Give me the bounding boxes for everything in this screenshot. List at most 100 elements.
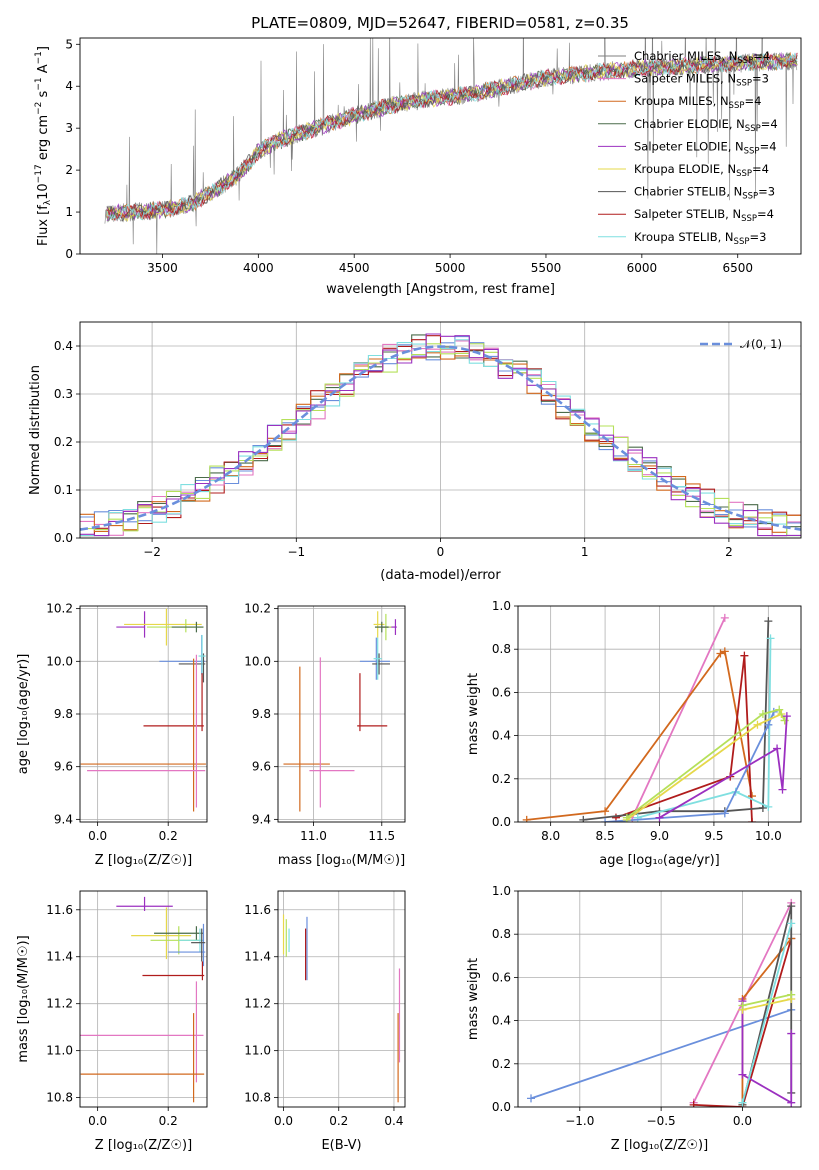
y-tick-label: 0.6 [492,685,511,699]
plot-area [283,611,397,812]
x-axis-label: mass [log₁₀(M/M☉)] [278,853,405,868]
y-tick-label: 0 [65,247,73,261]
legend-entry-value: =4 [760,139,777,153]
y-tick-label: 10.0 [244,654,271,668]
x-tick-label: 0.0 [88,829,107,843]
x-tick-label: −1.0 [565,1114,594,1128]
y-tick-label: 0.0 [54,531,73,545]
weight-marker [716,649,725,658]
weight-marker [766,634,775,643]
legend-entry: Chabrier STELIB, NSSP=3 [634,185,775,202]
x-tick-label: 9.5 [704,829,723,843]
y-tick-label: 10.0 [46,654,73,668]
x-tick-label: 0.2 [329,1114,348,1128]
residual-histogram [80,335,801,537]
y-axis-label: Normed distribution [28,365,43,495]
y-axis-label: mass weight [466,673,481,755]
plot-area [527,898,796,1107]
x-axis-label: Z [log₁₀(Z/Z☉)] [95,1138,192,1153]
weight-marker [787,990,796,999]
y-tick-label: 2 [65,163,73,177]
x-tick-label: 6000 [627,261,658,275]
weight-vs-metallicity-panel: −1.0 −0.5 0.0 0.0 0.2 0.4 0.6 0.8 1.0 Z [log₁₀(Z/… [466,884,802,1153]
weight-marker [782,712,791,721]
axes-frame [79,605,208,823]
legend-subscript: SSP [737,56,753,66]
y-tick-label: 0.4 [54,339,73,353]
plot-area [80,608,206,812]
mass-vs-metallicity-panel: 0.0 0.2 10.8 11.0 11.2 11.4 11.6 Z [log₁₀(Z/Z☉)… [16,890,208,1153]
x-tick-label: 0.2 [159,829,178,843]
y-tick-label: 5 [65,37,73,51]
legend-subscript: SSP [736,169,752,179]
weight-marker [775,705,784,714]
x-tick-label: 11.5 [368,829,395,843]
plot-area [80,333,801,537]
y-tick-label: 9.8 [54,707,73,721]
legend-entry: Chabrier ELODIE, NSSP=4 [634,117,778,134]
plot-area [80,896,206,1103]
legend-subscript: SSP [734,237,750,247]
y-tick-label: 3 [65,121,73,135]
y-tick-label: 0.2 [492,1057,511,1071]
legend-subscript: SSP [729,101,745,111]
x-tick-label: −1 [287,545,305,559]
legend-entry-value: =4 [757,207,774,221]
x-tick-label: 8.5 [596,829,615,843]
weight-line [741,923,793,1103]
y-tick-label: 0.2 [54,435,73,449]
legend-entry: 𝒩(0, 1) [740,337,782,351]
weight-marker [527,1094,536,1103]
mass-vs-extinction-panel: 0.0 0.2 0.4 10.8 11.0 11.2 11.4 11.6 E(B-V) [244,890,406,1153]
weight-marker [720,809,729,818]
y-tick-label: 1.0 [492,599,511,613]
y-tick-label: 0.2 [492,772,511,786]
x-tick-label: −0.5 [647,1114,676,1128]
x-tick-label: 3500 [147,261,178,275]
weight-marker [738,1001,747,1010]
y-tick-label: 9.8 [252,707,271,721]
x-tick-label: 11.0 [300,829,327,843]
weight-line [530,1008,792,1100]
weight-vs-age-panel: 8.0 8.5 9.0 9.5 10.0 0.0 0.2 0.4 0.6 0.8 1.0 age [l… [466,599,802,868]
axes-frame [79,890,208,1108]
weight-marker [773,744,782,753]
weight-marker [622,813,631,822]
y-tick-label: 0.8 [492,927,511,941]
y-tick-label: 1 [65,205,73,219]
y-tick-label: 9.6 [252,760,271,774]
legend-entry: Chabrier MILES, NSSP=4 [634,49,770,66]
weight-marker [764,617,773,626]
weight-line [626,708,786,819]
legend-entry-value: =4 [753,49,770,63]
y-axis-label: mass [log₁₀(M/M☉)] [16,935,31,1062]
weight-marker [738,1098,747,1107]
x-tick-label: 0.0 [274,1114,293,1128]
weight-marker [738,1070,747,1079]
y-axis-label: age [log₁₀(age/yr)] [16,654,31,775]
y-tick-label: 0.4 [492,729,511,743]
axes-frame [277,890,406,1108]
legend-entry: Salpeter ELODIE, NSSP=4 [634,139,777,156]
legend-entry-value: =4 [752,162,769,176]
y-tick-label: 11.2 [46,997,73,1011]
x-tick-label: 4000 [243,261,274,275]
x-tick-label: 10.0 [755,829,782,843]
x-tick-label: 5500 [531,261,562,275]
model-spectrum-line [106,52,798,221]
weight-line [742,993,792,1007]
legend-subscript: SSP [741,214,757,224]
x-tick-label: 1 [581,545,589,559]
x-tick-label: 0 [437,545,445,559]
y-axis-label: mass weight [466,958,481,1040]
legend-entry: Kroupa STELIB, NSSP=3 [634,230,766,247]
x-tick-label: 0.4 [384,1114,403,1128]
x-axis-label: (data-model)/error [380,568,501,583]
y-tick-label: 0.8 [492,642,511,656]
axes-frame [517,890,802,1108]
model-spectrum-line [106,51,798,221]
residual-histogram [80,349,801,533]
legend-entry-value: =3 [749,230,766,244]
x-tick-label: 2 [725,545,733,559]
